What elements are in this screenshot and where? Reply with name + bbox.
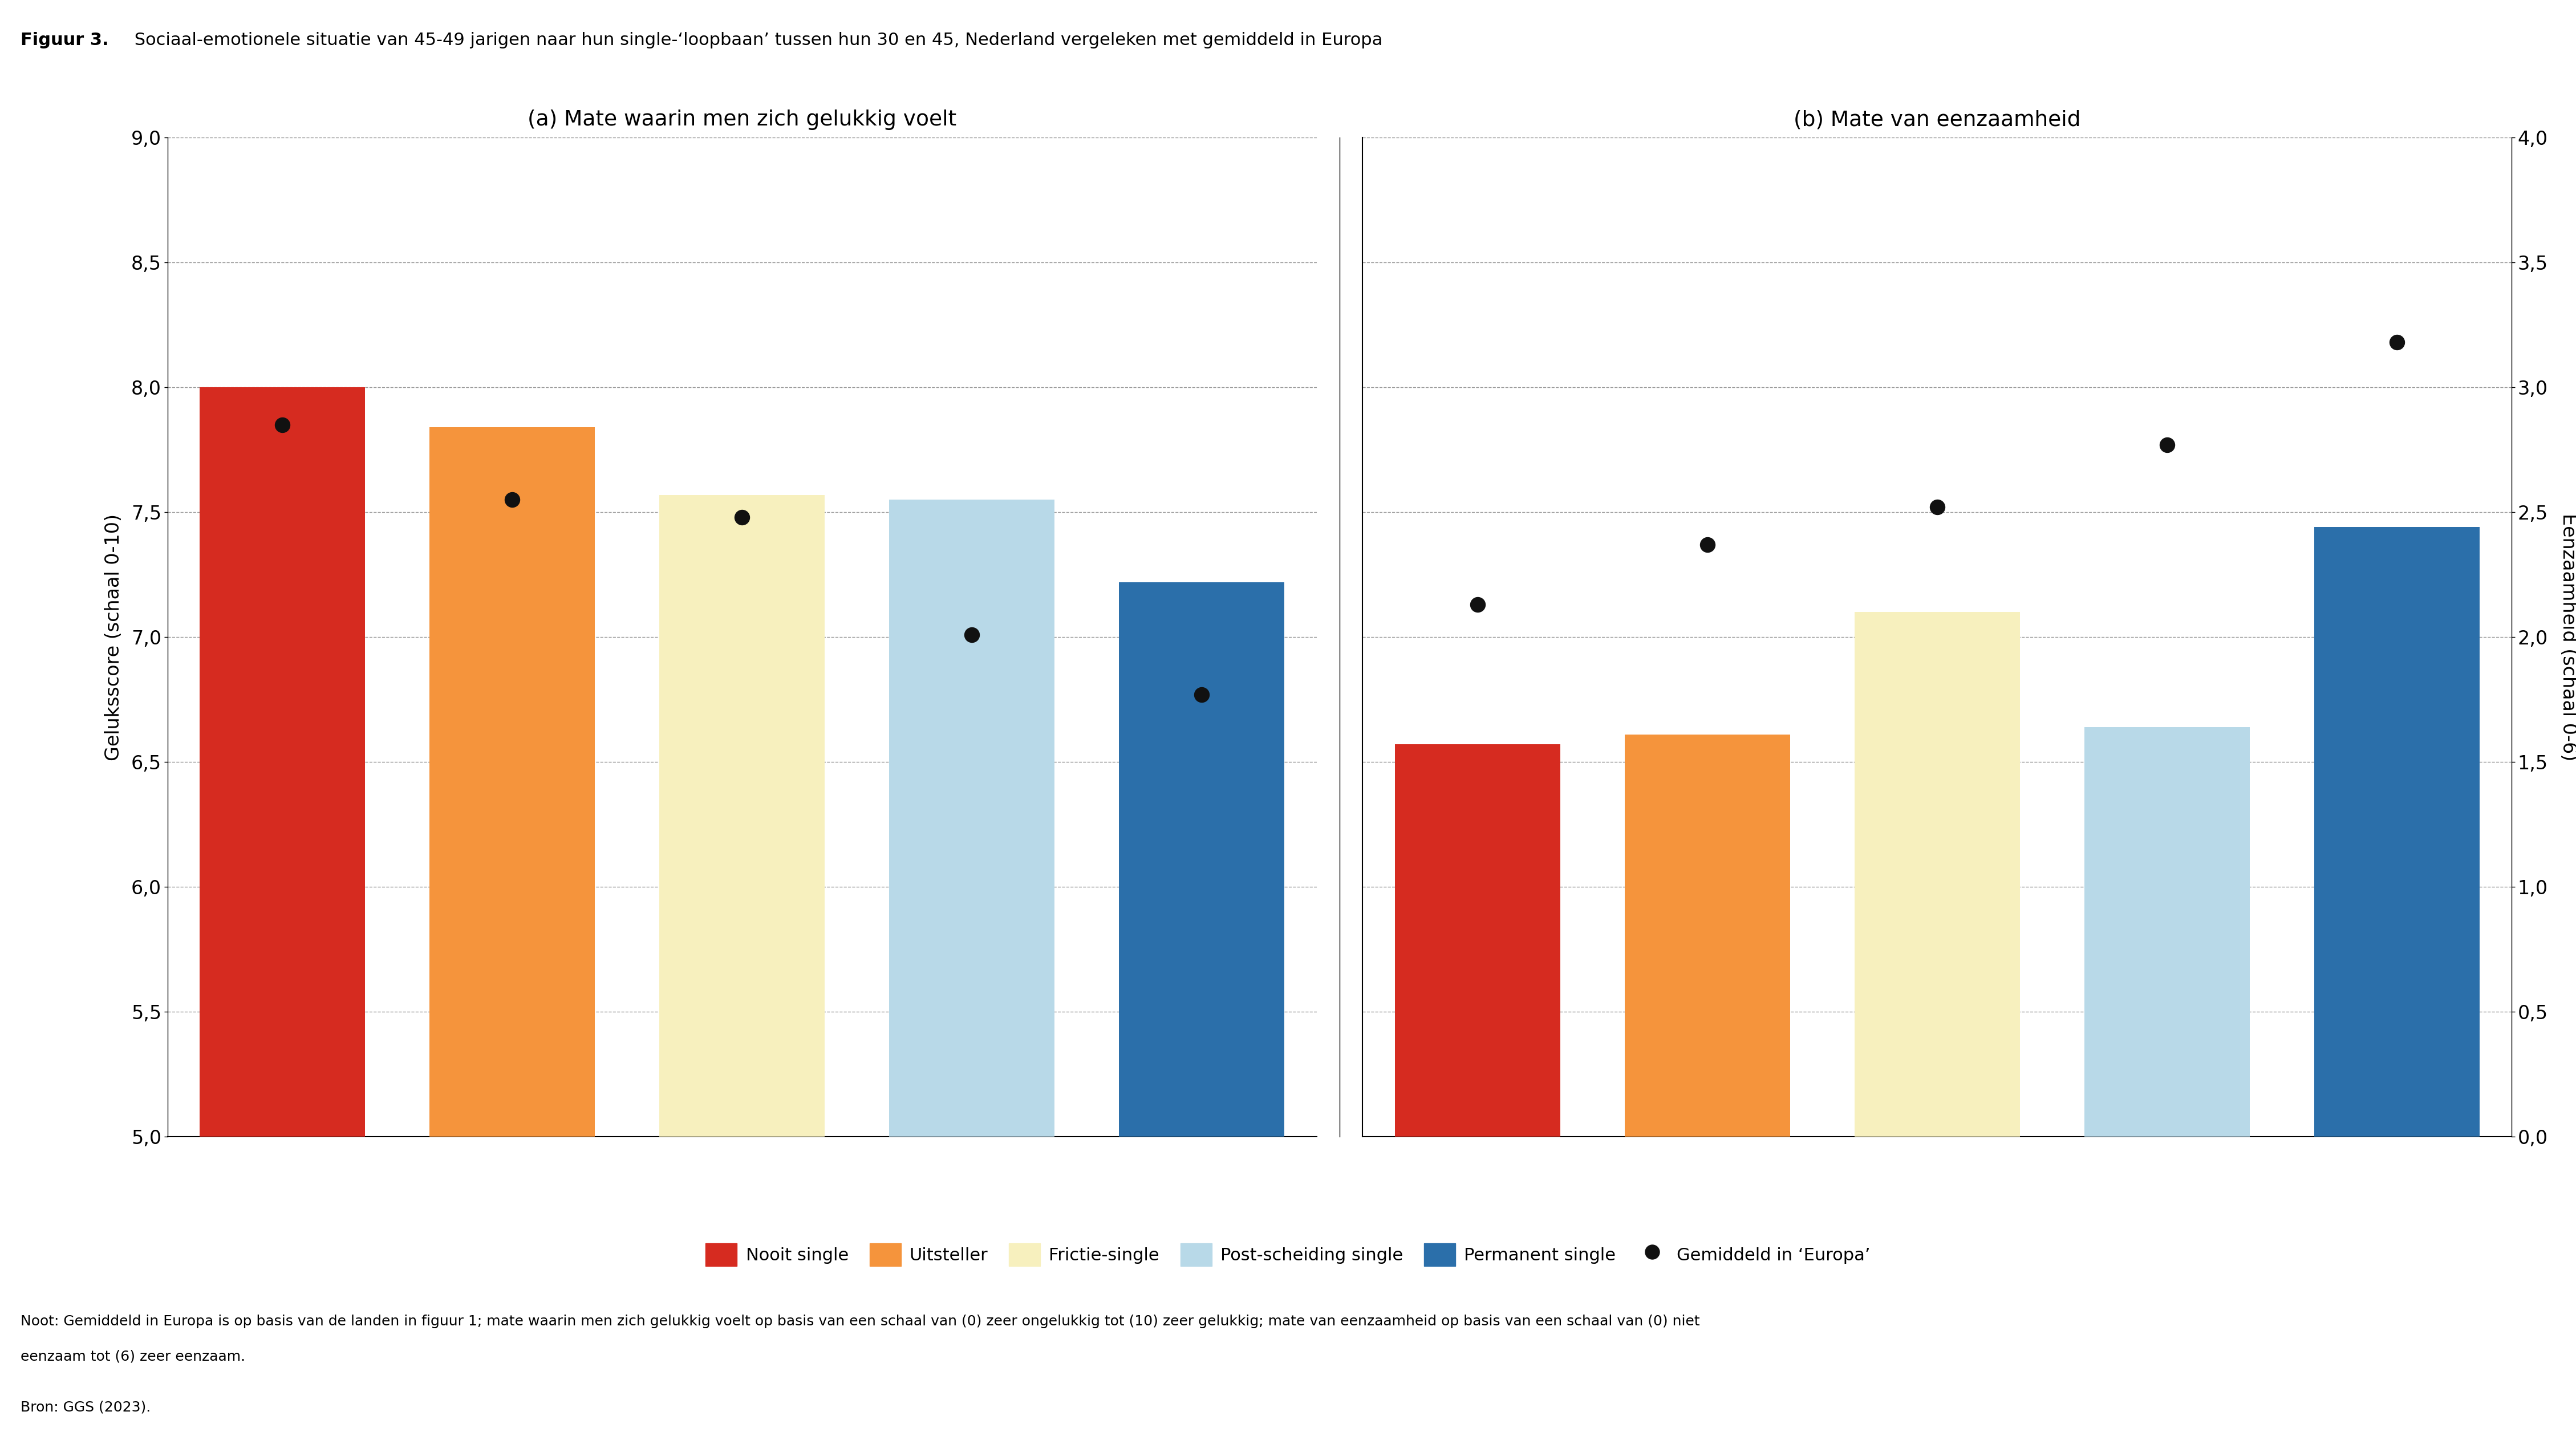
Bar [1625,734,1790,1137]
Text: Bron: GGS (2023).: Bron: GGS (2023). [21,1400,152,1413]
Point [492,488,533,511]
Point [1917,495,1958,518]
Bar [2084,727,2249,1137]
Bar [198,387,366,1137]
Point [721,505,762,529]
Point [2146,433,2187,456]
Text: Noot: Gemiddeld in Europa is op basis van de landen in figuur 1; mate waarin men: Noot: Gemiddeld in Europa is op basis va… [21,1315,1700,1328]
Y-axis label: Geluksscore (schaal 0-10): Geluksscore (schaal 0-10) [106,514,124,760]
Point [1687,533,1728,556]
Bar [2313,527,2481,1137]
Title: (a) Mate waarin men zich gelukkig voelt: (a) Mate waarin men zich gelukkig voelt [528,110,956,130]
Text: eenzaam tot (6) zeer eenzaam.: eenzaam tot (6) zeer eenzaam. [21,1350,245,1363]
Point [263,413,304,436]
Point [1180,683,1221,707]
Bar [1394,744,1561,1137]
Title: (b) Mate van eenzaamheid: (b) Mate van eenzaamheid [1793,110,2081,130]
Text: Figuur 3.: Figuur 3. [21,32,108,48]
Bar [1855,613,2020,1137]
Point [2375,330,2416,353]
Bar [430,427,595,1137]
Y-axis label: Eenzaamheid (schaal 0-6): Eenzaamheid (schaal 0-6) [2558,513,2576,762]
Bar [1118,582,1285,1137]
Point [951,623,992,646]
Bar [659,495,824,1137]
Legend: Nooit single, Uitsteller, Frictie-single, Post-scheiding single, Permanent singl: Nooit single, Uitsteller, Frictie-single… [698,1237,1878,1273]
Bar [889,500,1054,1137]
Text: Sociaal-emotionele situatie van 45-49 jarigen naar hun single-‘loopbaan’ tussen : Sociaal-emotionele situatie van 45-49 ja… [129,32,1383,48]
Point [1458,594,1499,617]
